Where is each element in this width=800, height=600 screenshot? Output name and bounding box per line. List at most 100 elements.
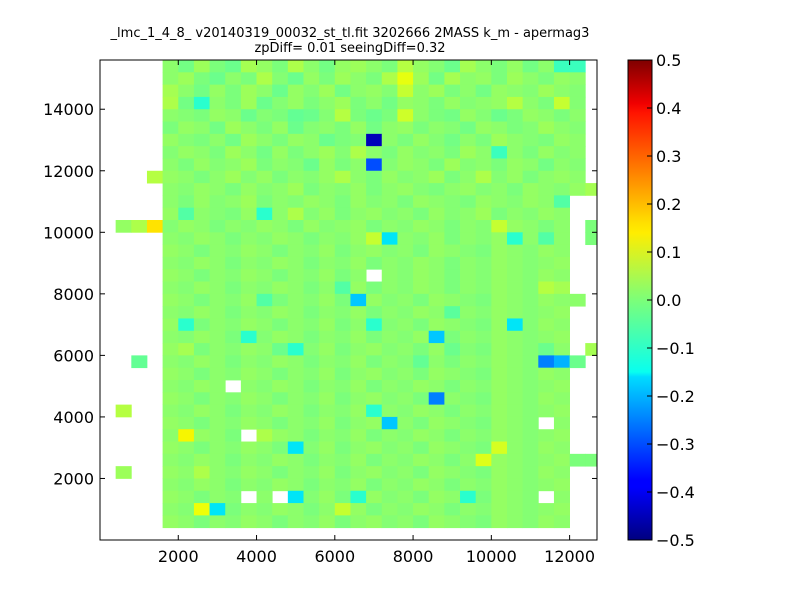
heatmap-cell xyxy=(428,244,445,258)
heatmap-cell xyxy=(162,244,179,258)
heatmap-cell xyxy=(256,220,273,233)
heatmap-cell xyxy=(397,441,414,455)
heatmap-cell xyxy=(428,318,445,332)
heatmap-cell xyxy=(522,244,539,258)
heatmap-cell xyxy=(225,269,242,282)
heatmap-cell xyxy=(538,84,555,98)
colorbar-tick-label: 0.4 xyxy=(656,99,681,118)
heatmap-cell xyxy=(569,84,586,98)
heatmap-cell xyxy=(303,380,320,393)
heatmap-cell xyxy=(256,503,273,516)
heatmap-cell xyxy=(272,281,289,295)
heatmap-cell xyxy=(428,478,445,492)
heatmap-cell xyxy=(569,158,586,172)
heatmap-cell xyxy=(428,96,445,110)
heatmap-cell xyxy=(334,330,351,344)
heatmap-cell xyxy=(115,220,132,233)
heatmap-cell xyxy=(334,441,351,455)
heatmap-cell xyxy=(538,121,555,135)
heatmap-cell xyxy=(444,220,461,233)
heatmap-cell xyxy=(538,392,555,406)
heatmap-cell xyxy=(350,146,367,159)
heatmap-cell xyxy=(178,281,195,295)
heatmap-cell xyxy=(538,503,555,516)
heatmap-cell xyxy=(287,220,304,233)
heatmap-cell xyxy=(225,220,242,233)
heatmap-cell xyxy=(350,515,367,529)
heatmap-cell xyxy=(538,183,555,196)
heatmap-cell xyxy=(209,490,226,504)
heatmap-cell xyxy=(381,515,398,529)
heatmap-cell xyxy=(319,232,336,246)
heatmap-cell xyxy=(366,343,383,356)
heatmap-cell xyxy=(506,429,524,442)
heatmap-cell xyxy=(381,72,398,86)
heatmap-cell xyxy=(460,515,477,529)
heatmap-cell xyxy=(444,490,461,504)
heatmap-cell xyxy=(444,170,461,184)
heatmap-cell xyxy=(193,183,210,196)
heatmap-cell xyxy=(491,158,508,172)
heatmap-cell xyxy=(193,170,210,184)
heatmap-cell xyxy=(162,84,179,98)
y-tick-label: 6000 xyxy=(53,346,94,365)
heatmap-cell xyxy=(272,293,289,307)
heatmap-cell xyxy=(272,121,289,135)
heatmap-cell xyxy=(460,281,477,295)
heatmap-cell xyxy=(397,318,414,332)
heatmap-cell xyxy=(553,207,570,221)
heatmap-cell xyxy=(209,380,226,393)
heatmap-cell xyxy=(334,256,351,270)
heatmap-cell xyxy=(569,146,586,159)
heatmap-cell xyxy=(522,60,539,73)
heatmap-cell xyxy=(569,293,586,307)
heatmap-cell xyxy=(428,429,445,442)
heatmap-cell xyxy=(225,367,242,381)
colorbar-tick-label: 0.2 xyxy=(656,195,681,214)
heatmap-cell xyxy=(178,84,195,98)
heatmap-cell xyxy=(538,281,555,295)
heatmap-cell xyxy=(319,195,336,209)
heatmap-cell xyxy=(350,343,367,356)
heatmap-cell xyxy=(381,269,398,282)
heatmap-cell xyxy=(381,244,398,258)
heatmap-cell xyxy=(178,503,195,516)
heatmap-cell xyxy=(287,146,304,159)
heatmap-cell xyxy=(272,466,289,479)
heatmap-cell xyxy=(319,269,336,282)
heatmap-cell xyxy=(240,207,257,221)
heatmap-cell xyxy=(334,121,351,135)
heatmap-cell xyxy=(162,503,179,516)
heatmap-cell xyxy=(225,146,242,159)
heatmap-cell xyxy=(522,392,539,406)
heatmap-cell xyxy=(460,330,477,344)
heatmap-cell xyxy=(319,355,336,369)
heatmap-cell xyxy=(491,269,508,282)
heatmap-cell xyxy=(272,232,289,246)
heatmap-cell xyxy=(491,318,508,332)
heatmap-cell xyxy=(381,429,398,442)
heatmap-cell xyxy=(444,121,461,135)
heatmap-cell xyxy=(522,72,539,86)
heatmap-cell xyxy=(334,220,351,233)
heatmap-cell xyxy=(381,170,398,184)
heatmap-cell xyxy=(350,72,367,86)
heatmap-cell xyxy=(225,170,242,184)
heatmap-cell xyxy=(428,109,445,122)
heatmap-cell xyxy=(366,170,383,184)
heatmap-cell xyxy=(256,121,273,135)
plot-frame xyxy=(99,59,598,541)
heatmap-cell xyxy=(178,330,195,344)
heatmap-cell xyxy=(491,503,508,516)
heatmap-cell xyxy=(444,207,461,221)
heatmap-cell xyxy=(506,380,524,393)
heatmap-cell xyxy=(334,281,351,295)
heatmap-cell xyxy=(413,355,430,369)
heatmap-cell xyxy=(193,503,210,516)
heatmap-cell xyxy=(303,60,320,73)
heatmap-cell xyxy=(256,256,273,270)
heatmap-cell xyxy=(475,72,492,86)
heatmap-cell xyxy=(193,60,210,73)
heatmap-cell xyxy=(491,232,508,246)
heatmap-cell xyxy=(334,195,351,209)
